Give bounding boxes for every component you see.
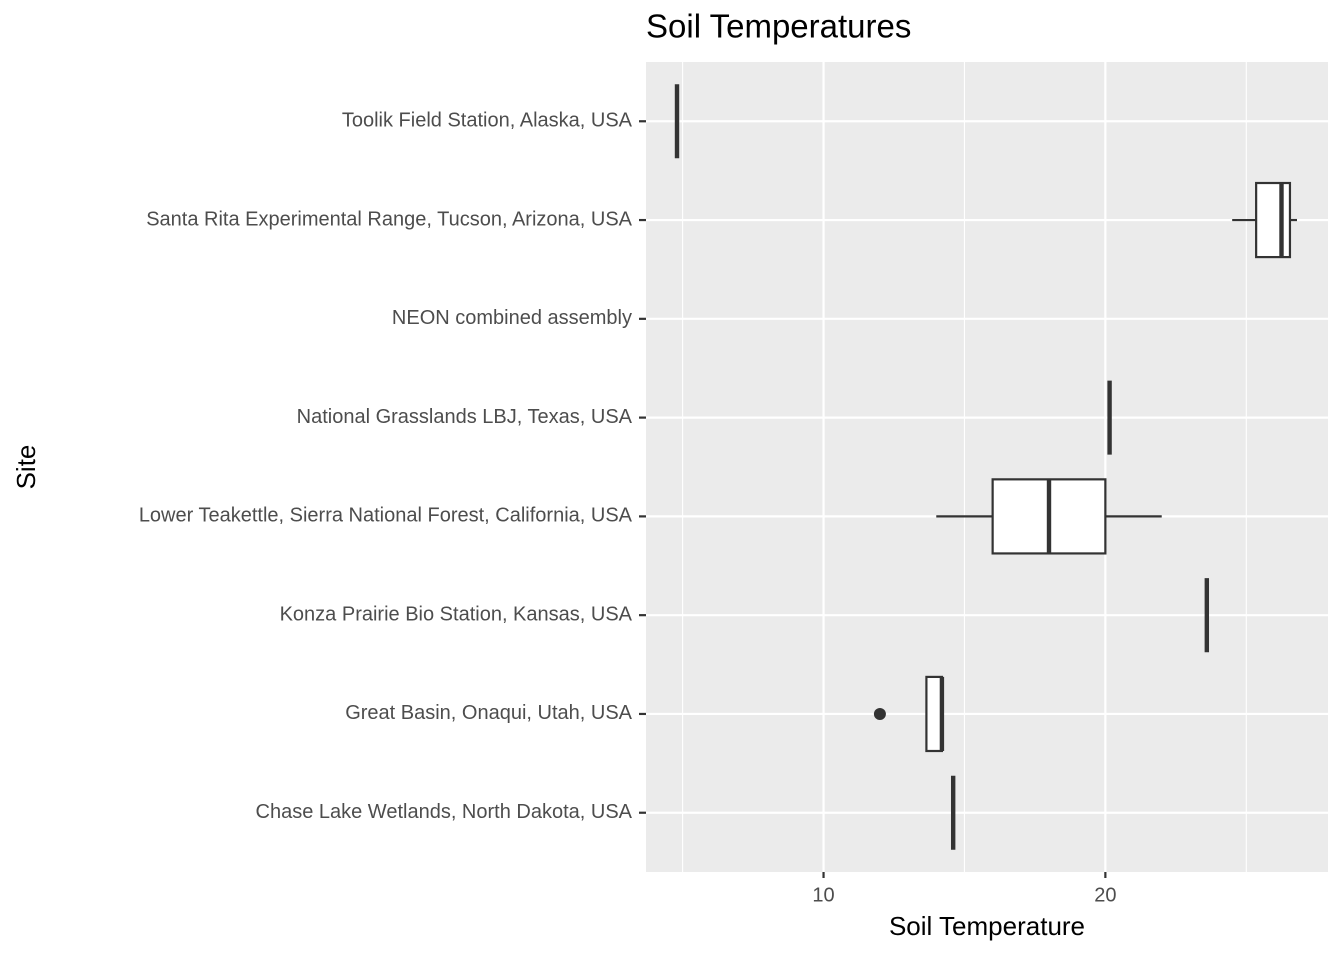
y-tick-label: Chase Lake Wetlands, North Dakota, USA: [256, 801, 633, 823]
panel: [646, 62, 1328, 872]
x-tick-label: 20: [1094, 884, 1116, 906]
chart-title: Soil Temperatures: [646, 8, 911, 45]
y-tick-label: Toolik Field Station, Alaska, USA: [342, 110, 633, 132]
y-tick-label: NEON combined assembly: [392, 307, 632, 329]
box: [925, 675, 944, 753]
x-axis-title: Soil Temperature: [889, 911, 1085, 941]
y-tick-label: National Grasslands LBJ, Texas, USA: [297, 406, 633, 428]
outlier: [873, 707, 886, 720]
box: [1255, 181, 1292, 259]
y-tick-label: Santa Rita Experimental Range, Tucson, A…: [146, 208, 632, 230]
y-axis-title: Site: [11, 445, 41, 490]
y-tick-label: Great Basin, Onaqui, Utah, USA: [345, 702, 632, 724]
x-tick-label: 10: [812, 884, 834, 906]
y-tick-label: Konza Prairie Bio Station, Kansas, USA: [280, 603, 633, 625]
y-tick-label: Lower Teakettle, Sierra National Forest,…: [139, 505, 633, 527]
